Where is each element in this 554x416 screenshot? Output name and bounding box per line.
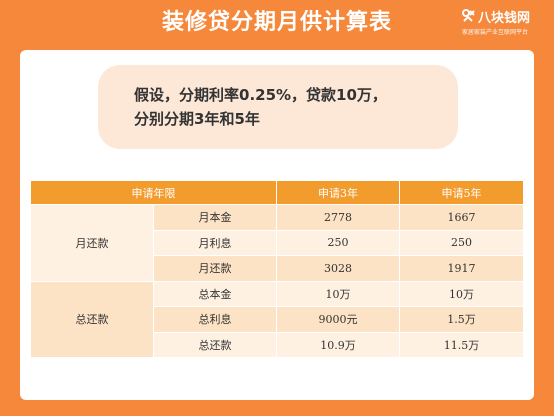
- row-item: 月本金: [153, 204, 277, 231]
- repayment-table: 申请年限 申请3年 申请5年 月还款 月本金 2778 1667 月利息 250…: [30, 180, 524, 358]
- cell-5-years: 250: [399, 229, 524, 256]
- header-5-years: 申请5年: [399, 180, 524, 205]
- table-row: 月还款 3028 1917: [31, 255, 524, 282]
- cell-3-years: 10.9万: [276, 331, 400, 358]
- group-label-total: 总还款: [30, 280, 154, 358]
- table-row: 月还款 月本金 2778 1667: [30, 204, 524, 282]
- cell-3-years: 250: [276, 229, 400, 256]
- cell-5-years: 1667: [399, 204, 524, 231]
- assumption-line-1: 假设，分期利率0.25%，贷款10万，: [134, 86, 387, 104]
- content-card: 假设，分期利率0.25%，贷款10万， 分别分期3年和5年 申请年限 申请3年 …: [20, 50, 534, 400]
- assumption-line-2: 分别分期3年和5年: [134, 110, 260, 128]
- cell-5-years: 1.5万: [399, 306, 524, 333]
- cell-5-years: 1917: [399, 255, 524, 282]
- table-row: 总还款 10.9万 11.5万: [31, 331, 524, 358]
- assumption-bubble: 假设，分期利率0.25%，贷款10万， 分别分期3年和5年: [98, 65, 458, 149]
- cell-3-years: 10万: [276, 280, 400, 307]
- cell-3-years: 3028: [276, 255, 400, 282]
- table-header-row: 申请年限 申请3年 申请5年: [30, 180, 524, 205]
- group-label-monthly: 月还款: [30, 204, 154, 282]
- row-item: 总本金: [153, 280, 277, 307]
- logo-icon: [462, 9, 475, 22]
- logo-slogan: 家居家装产业互联网平台: [462, 29, 529, 36]
- cell-5-years: 11.5万: [399, 331, 524, 358]
- cell-3-years: 9000元: [276, 306, 400, 333]
- row-item: 总还款: [153, 331, 277, 358]
- page-title: 装修贷分期月供计算表: [161, 10, 392, 35]
- table-row: 月利息 250 250: [31, 229, 524, 256]
- brand-logo: 八块钱网 家居家装产业互联网平台: [462, 6, 544, 46]
- cell-5-years: 10万: [399, 280, 524, 307]
- row-item: 月还款: [153, 255, 277, 282]
- row-item: 月利息: [153, 229, 277, 256]
- cell-3-years: 2778: [276, 204, 400, 231]
- logo-name: 八块钱网: [478, 10, 531, 26]
- table-row: 总还款 总本金 10万 10万: [30, 280, 524, 358]
- header-term: 申请年限: [30, 180, 277, 205]
- header-3-years: 申请3年: [276, 180, 400, 205]
- table-row: 总利息 9000元 1.5万: [31, 306, 524, 333]
- row-item: 总利息: [153, 306, 277, 333]
